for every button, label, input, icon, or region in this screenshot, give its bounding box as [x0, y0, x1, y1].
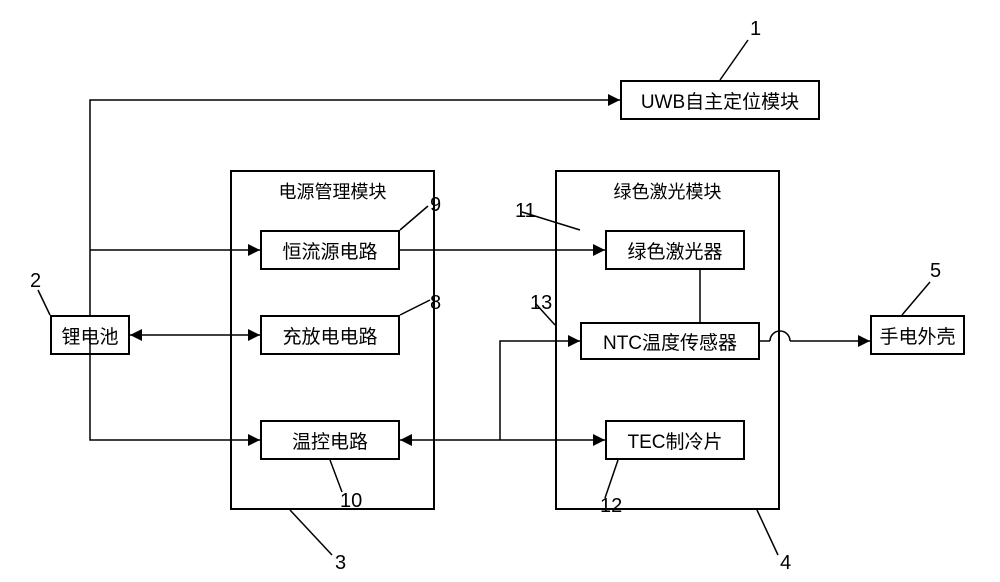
battery-label: 锂电池	[61, 322, 118, 349]
temp-box: 温控电路	[260, 420, 400, 460]
ntc-label: NTC温度传感器	[603, 328, 737, 355]
num-1: 1	[750, 18, 761, 41]
tec-box: TEC制冷片	[605, 420, 745, 460]
num-5: 5	[930, 260, 941, 283]
num-10: 10	[340, 490, 362, 513]
tec-label: TEC制冷片	[627, 427, 722, 454]
battery-box: 锂电池	[50, 315, 130, 355]
num-2: 2	[30, 270, 41, 293]
temp-label: 温控电路	[292, 427, 368, 454]
num-4: 4	[780, 552, 791, 575]
glm-title: 绿色激光模块	[557, 178, 778, 204]
cc-box: 恒流源电路	[260, 230, 400, 270]
connector-overlay	[0, 0, 1000, 582]
num-12: 12	[600, 495, 622, 518]
num-11: 11	[515, 200, 536, 223]
uwb-box: UWB自主定位模块	[620, 80, 820, 120]
num-9: 9	[430, 194, 441, 217]
num-13: 13	[530, 292, 552, 315]
laser-label: 绿色激光器	[627, 237, 722, 264]
cc-label: 恒流源电路	[282, 237, 377, 264]
num-8: 8	[430, 292, 441, 315]
shell-box: 手电外壳	[870, 315, 965, 355]
shell-label: 手电外壳	[879, 322, 955, 349]
chg-label: 充放电电路	[282, 322, 377, 349]
chg-box: 充放电电路	[260, 315, 400, 355]
ntc-box: NTC温度传感器	[580, 322, 760, 360]
uwb-label: UWB自主定位模块	[641, 87, 799, 114]
laser-box: 绿色激光器	[605, 230, 745, 270]
num-3: 3	[335, 552, 346, 575]
pmm-title: 电源管理模块	[232, 178, 433, 204]
